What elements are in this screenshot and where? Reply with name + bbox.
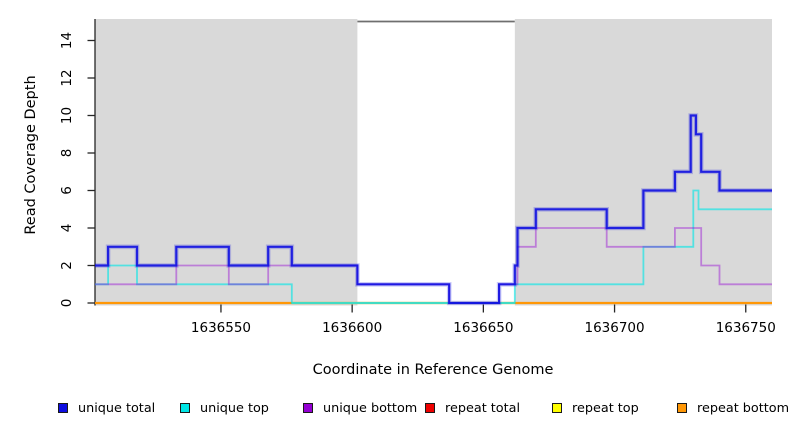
background-region-gray-left <box>95 19 358 306</box>
y-tick-label: 2 <box>59 261 75 270</box>
y-tick-label: 14 <box>59 32 75 49</box>
legend-swatch-unique-total <box>58 403 68 413</box>
x-tick-label: 1636550 <box>191 320 251 336</box>
y-tick-label: 6 <box>59 186 75 195</box>
legend: unique total unique top unique bottom repea… <box>0 399 792 419</box>
x-tick-label: 1636750 <box>716 320 776 336</box>
legend-item-label: repeat top <box>572 400 639 416</box>
y-tick-label: 12 <box>59 69 75 86</box>
legend-item-label: repeat total <box>445 400 521 416</box>
legend-item-unique-total: unique total <box>58 399 155 417</box>
x-axis-title: Coordinate in Reference Genome <box>312 362 554 378</box>
y-tick-label: 4 <box>59 224 75 233</box>
x-tick-label: 1636700 <box>584 320 644 336</box>
y-tick-label: 10 <box>59 107 75 124</box>
legend-item-label: unique total <box>78 400 156 416</box>
legend-item-repeat-total: repeat total <box>425 399 520 417</box>
legend-swatch-unique-bottom <box>303 403 313 413</box>
legend-item-repeat-top: repeat top <box>552 399 639 417</box>
y-axis-title: Read Coverage Depth <box>23 75 39 235</box>
legend-swatch-repeat-top <box>552 403 562 413</box>
legend-item-label: unique top <box>200 400 269 416</box>
legend-swatch-repeat-bottom <box>677 403 687 413</box>
legend-item-label: unique bottom <box>323 400 418 416</box>
legend-swatch-repeat-total <box>425 403 435 413</box>
series-line-unique-top <box>95 189 772 304</box>
series-line-unique-total <box>95 114 772 305</box>
legend-item-unique-bottom: unique bottom <box>303 399 417 417</box>
x-tick-label: 1636650 <box>453 320 513 336</box>
legend-item-label: repeat bottom <box>697 400 790 416</box>
y-tick-label: 0 <box>59 299 75 308</box>
legend-item-repeat-bottom: repeat bottom <box>677 399 789 417</box>
legend-swatch-unique-top <box>180 403 190 413</box>
legend-item-unique-top: unique top <box>180 399 269 417</box>
y-tick-label: 8 <box>59 149 75 158</box>
x-tick-label: 1636600 <box>322 320 382 336</box>
